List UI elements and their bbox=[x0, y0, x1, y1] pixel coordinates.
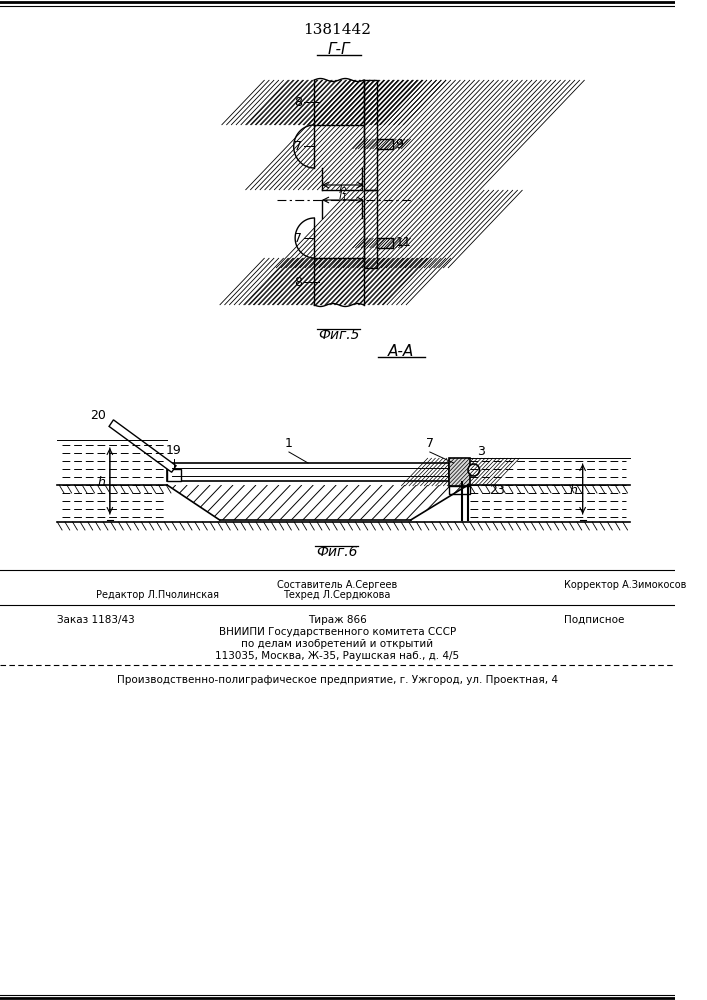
Text: $l_2$: $l_2$ bbox=[338, 183, 348, 197]
Text: 113035, Москва, Ж-35, Раушская наб., д. 4/5: 113035, Москва, Ж-35, Раушская наб., д. … bbox=[215, 651, 460, 661]
Text: 11: 11 bbox=[395, 236, 411, 249]
Text: $l_1$: $l_1$ bbox=[338, 189, 348, 203]
Text: Тираж 866: Тираж 866 bbox=[308, 615, 366, 625]
Text: 9: 9 bbox=[395, 137, 403, 150]
Text: А-А: А-А bbox=[388, 344, 414, 360]
Text: 8: 8 bbox=[294, 275, 302, 288]
Text: Фиг.6: Фиг.6 bbox=[317, 545, 358, 559]
Text: 3: 3 bbox=[477, 445, 484, 458]
Text: Заказ 1183/43: Заказ 1183/43 bbox=[57, 615, 135, 625]
Text: Редактор Л.Пчолинская: Редактор Л.Пчолинская bbox=[95, 590, 218, 600]
Bar bbox=[449, 486, 470, 494]
Text: Г-Г: Г-Г bbox=[328, 42, 351, 57]
Bar bbox=[449, 458, 470, 486]
Bar bbox=[167, 463, 449, 481]
Bar bbox=[364, 190, 378, 268]
Text: 7: 7 bbox=[294, 232, 302, 244]
Text: 19: 19 bbox=[166, 444, 182, 457]
Text: Производственно-полиграфическое предприятие, г. Ужгород, ул. Проектная, 4: Производственно-полиграфическое предприя… bbox=[117, 675, 558, 685]
Bar bbox=[378, 238, 392, 248]
Text: 23: 23 bbox=[489, 485, 505, 497]
Bar bbox=[364, 80, 378, 190]
Text: Корректор А.Зимокосов: Корректор А.Зимокосов bbox=[563, 580, 686, 590]
Bar bbox=[167, 469, 180, 481]
Text: 20: 20 bbox=[90, 409, 107, 422]
Text: по делам изобретений и открытий: по делам изобретений и открытий bbox=[241, 639, 433, 649]
Text: h: h bbox=[570, 484, 578, 497]
Text: 7: 7 bbox=[294, 139, 302, 152]
Text: 1381442: 1381442 bbox=[303, 23, 371, 37]
Polygon shape bbox=[109, 420, 176, 472]
Text: 1: 1 bbox=[285, 437, 293, 450]
Text: 7: 7 bbox=[426, 437, 434, 450]
Bar bbox=[378, 139, 392, 149]
Text: Подписное: Подписное bbox=[563, 615, 624, 625]
Text: Техред Л.Сердюкова: Техред Л.Сердюкова bbox=[284, 590, 391, 600]
Text: h: h bbox=[97, 476, 105, 489]
Text: 8: 8 bbox=[294, 96, 302, 108]
Text: ВНИИПИ Государственного комитета СССР: ВНИИПИ Государственного комитета СССР bbox=[218, 627, 456, 637]
Text: Фиг.5: Фиг.5 bbox=[318, 328, 360, 342]
Text: Составитель А.Сергеев: Составитель А.Сергеев bbox=[277, 580, 397, 590]
Circle shape bbox=[468, 464, 479, 476]
